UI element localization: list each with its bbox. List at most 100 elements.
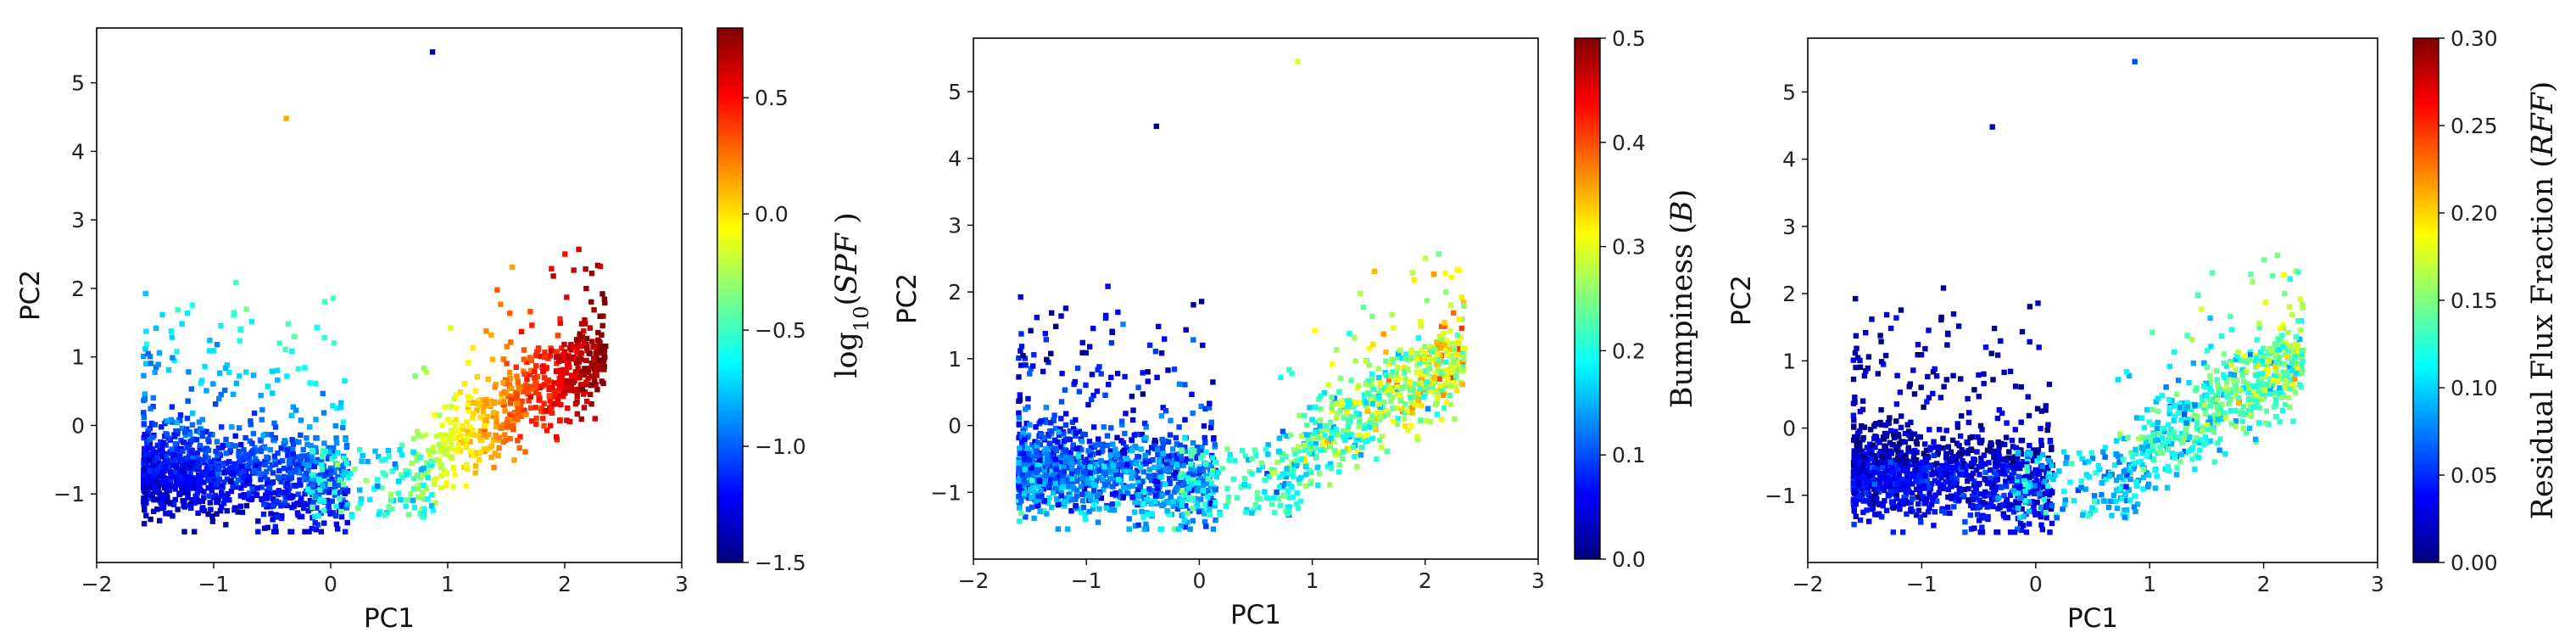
data-point: [141, 422, 147, 428]
data-point: [297, 458, 304, 465]
data-point: [141, 521, 148, 527]
data-point: [2003, 502, 2009, 509]
data-point: [518, 328, 525, 335]
data-point: [1126, 526, 1132, 532]
data-point: [595, 367, 601, 372]
data-point: [1408, 395, 1413, 400]
data-point: [448, 454, 454, 460]
data-point: [335, 474, 341, 480]
data-point: [1079, 491, 1085, 497]
data-point: [1059, 478, 1065, 484]
data-point: [451, 435, 457, 441]
data-point: [1347, 414, 1353, 420]
data-point: [1356, 414, 1363, 420]
data-point: [1073, 430, 1079, 436]
data-point: [180, 497, 186, 504]
data-point: [398, 472, 404, 478]
data-point: [1893, 418, 1899, 424]
data-point: [408, 491, 414, 497]
data-point: [169, 446, 175, 452]
data-point: [1913, 457, 1920, 463]
data-point: [147, 439, 153, 446]
data-point: [1018, 344, 1025, 350]
data-point: [1176, 381, 1183, 387]
data-point: [143, 328, 149, 334]
data-point: [1458, 294, 1464, 300]
data-point: [187, 431, 193, 437]
data-point: [1025, 462, 1031, 467]
data-point: [270, 390, 276, 396]
data-point: [142, 396, 148, 402]
data-point: [293, 438, 298, 445]
data-point: [382, 456, 388, 462]
data-point: [265, 383, 270, 389]
data-point: [526, 398, 532, 404]
data-point: [1028, 327, 1034, 333]
data-point: [443, 440, 449, 446]
data-point: [276, 491, 282, 498]
data-point: [505, 394, 511, 400]
data-point: [1870, 496, 1876, 502]
data-point: [1953, 494, 1959, 500]
data-point: [1882, 443, 1887, 449]
data-point: [323, 470, 329, 476]
data-point: [326, 507, 332, 513]
data-point: [1377, 383, 1384, 389]
data-point: [1073, 417, 1079, 423]
data-point: [1386, 378, 1391, 383]
data-point: [2003, 461, 2009, 467]
data-point: [429, 462, 435, 467]
data-point: [1053, 425, 1059, 432]
data-point: [1132, 500, 1138, 506]
data-point: [599, 322, 605, 329]
data-point: [1893, 428, 1899, 434]
data-point: [1255, 504, 1262, 511]
data-point: [272, 424, 279, 430]
data-point: [555, 396, 561, 402]
data-point: [1037, 454, 1044, 460]
data-point: [1329, 428, 1335, 434]
data-point: [1077, 465, 1083, 471]
data-point: [188, 449, 195, 456]
data-point: [500, 356, 506, 362]
data-point: [154, 455, 160, 462]
data-point: [1851, 417, 1857, 423]
data-point: [493, 432, 499, 439]
data-point: [226, 369, 232, 376]
data-point: [1079, 476, 1085, 482]
data-point: [1052, 456, 1059, 462]
data-point: [311, 463, 317, 470]
data-point: [1868, 456, 1874, 462]
data-point: [285, 480, 291, 487]
data-point: [1404, 408, 1410, 414]
data-point: [1056, 429, 1062, 435]
data-point: [450, 484, 457, 490]
data-point: [1208, 501, 1214, 506]
data-point: [1179, 502, 1185, 508]
data-point: [1383, 349, 1389, 355]
data-point: [298, 466, 304, 472]
data-point: [458, 433, 464, 439]
data-point: [588, 401, 594, 407]
data-point: [2034, 451, 2040, 458]
data-point: [1282, 481, 1288, 487]
data-point: [494, 287, 500, 293]
data-point: [1252, 452, 1259, 459]
data-point: [576, 246, 582, 253]
data-point: [1377, 408, 1383, 414]
data-point: [1153, 123, 1159, 130]
data-point: [1290, 467, 1296, 473]
data-point: [1107, 452, 1113, 458]
data-point: [1453, 351, 1459, 357]
data-point: [475, 398, 482, 404]
data-point: [558, 401, 564, 408]
data-point: [1068, 508, 1074, 514]
data-point: [2028, 472, 2034, 478]
data-point: [1298, 456, 1304, 462]
data-point: [1249, 510, 1255, 516]
data-point: [1135, 384, 1141, 390]
data-point: [1898, 307, 1904, 313]
data-point: [319, 462, 325, 468]
data-point: [180, 467, 186, 473]
data-point: [174, 419, 180, 426]
